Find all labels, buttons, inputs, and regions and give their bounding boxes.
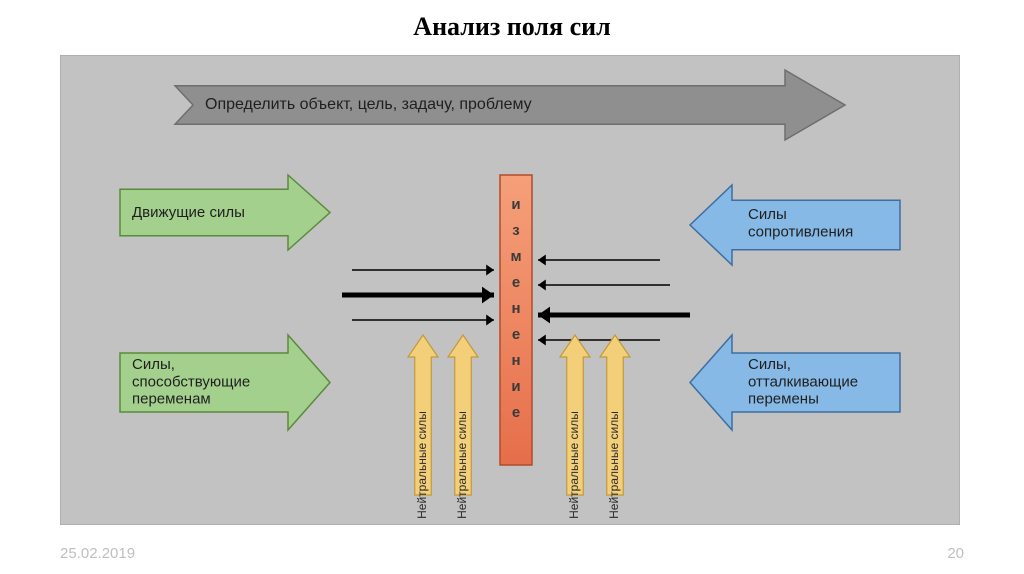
svg-text:н: н [511,352,520,369]
svg-text:Определить объект, цель, задач: Определить объект, цель, задачу, проблем… [205,96,532,113]
svg-text:е: е [512,274,520,291]
svg-text:и: и [511,378,520,395]
svg-text:е: е [512,326,520,343]
diagram-svg: Определить объект, цель, задачу, проблем… [60,55,960,525]
footer-date: 25.02.2019 [60,545,135,562]
svg-text:Нейтральные силы: Нейтральные силы [415,411,429,519]
svg-text:Нейтральные силы: Нейтральные силы [455,411,469,519]
title-text: Анализ поля сил [413,12,610,41]
svg-text:Нейтральные силы: Нейтральные силы [567,411,581,519]
footer-page-number: 20 [947,545,964,562]
svg-text:и: и [511,196,520,213]
page-title: Анализ поля сил [0,12,1024,42]
svg-text:Нейтральные силы: Нейтральные силы [607,411,621,519]
svg-text:н: н [511,300,520,317]
svg-text:Движущие силы: Движущие силы [132,204,245,221]
diagram-canvas: Определить объект, цель, задачу, проблем… [60,55,960,525]
svg-text:з: з [512,222,519,239]
svg-text:е: е [512,404,520,421]
svg-text:м: м [510,248,521,265]
